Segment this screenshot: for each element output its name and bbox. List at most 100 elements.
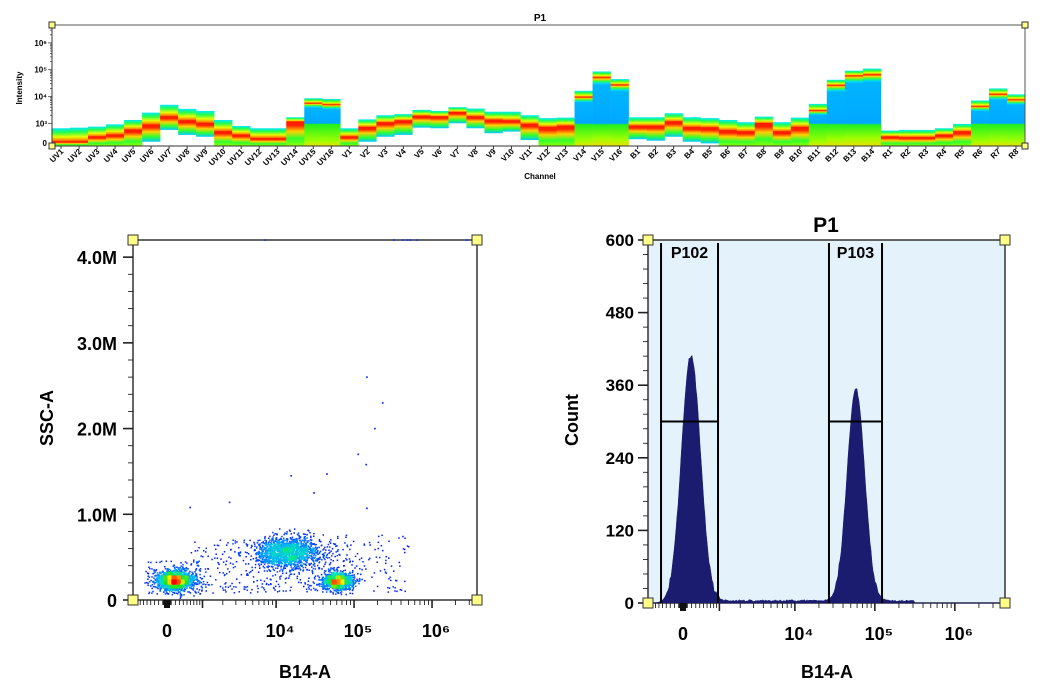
event-dot (343, 560, 345, 562)
event-dot (302, 547, 305, 550)
event-dot (185, 578, 187, 580)
event-dot (294, 549, 296, 552)
event-dot (198, 589, 201, 591)
event-dot (285, 554, 288, 557)
gate-handle[interactable] (48, 142, 56, 150)
event-dot (186, 578, 188, 580)
event-dot (406, 545, 409, 547)
channel-bar-uv3 (88, 126, 107, 146)
event-dot (303, 551, 305, 553)
event-dot (197, 580, 199, 583)
event-dot (287, 550, 289, 553)
event-dot (295, 566, 298, 569)
event-dot (298, 559, 301, 561)
event-dot (341, 581, 344, 583)
event-dot (318, 567, 320, 569)
event-dot (331, 547, 334, 550)
event-dot (164, 582, 167, 585)
event-dot (239, 552, 242, 554)
event-dot (259, 557, 262, 559)
channel-bar-b11 (808, 103, 828, 146)
channel-bar-b12 (826, 79, 846, 146)
event-dot (193, 595, 195, 597)
gate-handle[interactable] (1021, 142, 1029, 150)
event-dot (273, 552, 275, 554)
event-dot (250, 555, 253, 557)
event-dot (191, 576, 194, 578)
event-dot (160, 578, 162, 580)
event-dot (185, 577, 188, 579)
event-dot (178, 570, 181, 572)
event-dot (381, 534, 383, 537)
event-dot (189, 575, 191, 578)
event-dot (283, 566, 285, 568)
event-dot (342, 581, 345, 584)
event-dot (284, 544, 287, 546)
event-dot (292, 542, 295, 545)
event-dot (258, 559, 261, 562)
event-dot (211, 583, 213, 586)
event-dot (153, 572, 155, 575)
event-dot (198, 569, 201, 571)
event-dot (175, 589, 177, 592)
event-dot (330, 578, 333, 581)
event-dot (187, 572, 190, 574)
event-dot (272, 557, 274, 560)
event-dot (216, 557, 219, 559)
event-dot (324, 546, 326, 549)
event-dot (335, 568, 338, 571)
event-dot (333, 586, 335, 589)
event-dot (316, 551, 319, 554)
channel-label: R8 (1007, 147, 1021, 161)
event-dot (312, 564, 315, 566)
event-dot (225, 582, 227, 584)
event-dot (265, 557, 267, 559)
event-dot (147, 584, 149, 587)
event-dot (195, 574, 198, 577)
event-dot (189, 579, 192, 582)
event-dot (178, 586, 181, 589)
event-dot (328, 552, 330, 555)
event-dot (346, 585, 348, 587)
event-dot (290, 561, 292, 563)
event-dot (266, 552, 269, 555)
event-dot (159, 589, 161, 592)
event-dot (151, 584, 154, 586)
event-dot (153, 581, 156, 584)
gate-handle[interactable] (48, 21, 56, 29)
event-dot (267, 559, 270, 561)
event-dot (159, 561, 161, 564)
event-dot (346, 583, 349, 585)
event-dot (299, 579, 302, 581)
event-dot (291, 541, 293, 543)
event-dot (199, 593, 201, 595)
event-dot (301, 551, 303, 554)
event-dot (272, 539, 274, 541)
event-dot (280, 547, 283, 549)
event-dot (306, 568, 308, 571)
event-dot (256, 552, 258, 554)
event-dot (342, 565, 345, 567)
event-dot (263, 555, 266, 557)
event-dot (337, 537, 339, 540)
event-dot (306, 547, 309, 550)
event-dot (379, 570, 382, 572)
event-dot (303, 548, 306, 551)
event-dot (281, 559, 284, 561)
event-dot (294, 568, 296, 571)
event-dot (291, 558, 293, 561)
event-dot (305, 561, 308, 564)
event-dot (176, 588, 178, 591)
event-dot (246, 552, 248, 554)
event-dot (261, 583, 264, 585)
gate-handle[interactable] (1021, 21, 1029, 29)
event-dot (284, 550, 287, 553)
event-dot (289, 569, 291, 572)
event-dot (304, 558, 306, 561)
channel-bar-b4 (682, 117, 701, 142)
event-dot (275, 545, 278, 547)
event-dot (311, 543, 314, 545)
event-dot (255, 547, 258, 549)
event-dot (300, 539, 302, 542)
event-dot (168, 590, 171, 593)
